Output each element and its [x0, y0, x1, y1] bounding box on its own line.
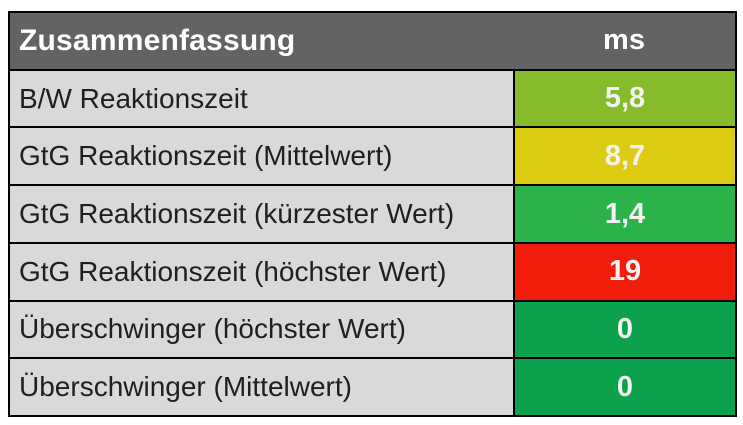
metric-label: B/W Reaktionszeit: [19, 82, 248, 114]
metric-label-cell: B/W Reaktionszeit: [10, 70, 513, 127]
table-row: GtG Reaktionszeit (höchster Wert) 19: [10, 243, 735, 302]
table-header-unit-cell: ms: [513, 13, 735, 69]
metric-value-cell: 0: [513, 359, 735, 416]
metric-value: 1,4: [604, 197, 646, 230]
metric-label: Überschwinger (Mittelwert): [19, 371, 352, 403]
metric-value: 0: [616, 312, 634, 345]
table-row: Überschwinger (Mittelwert) 0: [10, 359, 735, 416]
table-header-row: Zusammenfassung ms: [10, 13, 735, 71]
metric-label-cell: Überschwinger (höchster Wert): [10, 301, 513, 358]
unit-header: ms: [603, 24, 645, 57]
table-header-title-cell: Zusammenfassung: [10, 13, 513, 69]
metric-value: 5,8: [604, 82, 646, 115]
metric-label: GtG Reaktionszeit (kürzester Wert): [19, 198, 455, 230]
metric-label-cell: GtG Reaktionszeit (kürzester Wert): [10, 186, 513, 242]
table-title: Zusammenfassung: [19, 23, 296, 57]
metric-value: 19: [608, 255, 642, 288]
metric-value-cell: 0: [513, 301, 735, 358]
metric-value-cell: 5,8: [513, 70, 735, 127]
metric-label-cell: GtG Reaktionszeit (höchster Wert): [10, 243, 513, 300]
metric-label-cell: GtG Reaktionszeit (Mittelwert): [10, 128, 513, 185]
table-row: GtG Reaktionszeit (Mittelwert) 8,7: [10, 128, 735, 187]
table-row: Überschwinger (höchster Wert) 0: [10, 301, 735, 360]
metric-label: GtG Reaktionszeit (Mittelwert): [19, 140, 393, 172]
table-row: GtG Reaktionszeit (kürzester Wert) 1,4: [10, 186, 735, 244]
metric-value-cell: 1,4: [513, 186, 735, 242]
summary-table: Zusammenfassung ms B/W Reaktionszeit 5,8…: [8, 11, 737, 417]
table-row: B/W Reaktionszeit 5,8: [10, 70, 735, 129]
metric-label: Überschwinger (höchster Wert): [19, 313, 406, 345]
metric-value-cell: 8,7: [513, 128, 735, 185]
metric-label: GtG Reaktionszeit (höchster Wert): [19, 255, 447, 287]
metric-value-cell: 19: [513, 243, 735, 300]
metric-value: 0: [616, 370, 634, 403]
metric-value: 8,7: [604, 139, 646, 172]
metric-label-cell: Überschwinger (Mittelwert): [10, 359, 513, 416]
